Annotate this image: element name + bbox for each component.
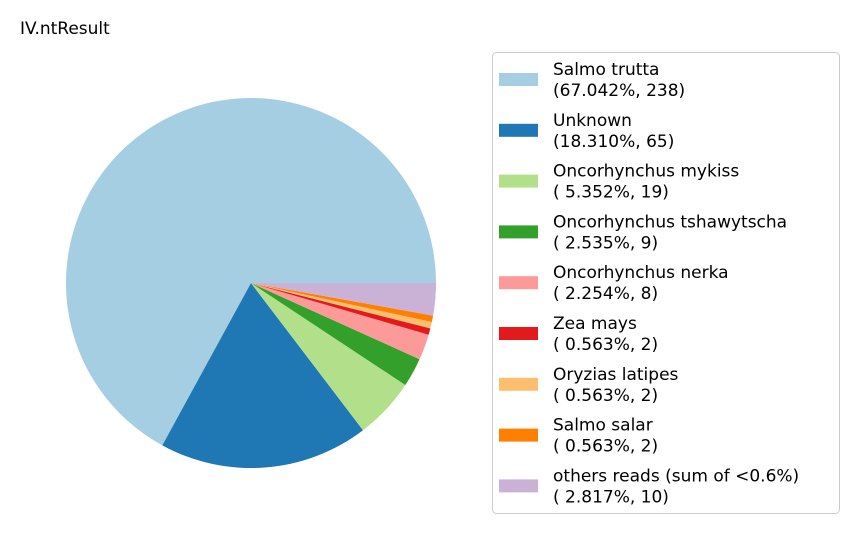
legend-value-label: ( 0.563%, 2) (553, 386, 658, 406)
legend-swatch (499, 123, 538, 137)
pie-slice (251, 283, 420, 386)
pie-slice (162, 283, 364, 469)
pie-slice (66, 98, 436, 446)
legend-swatch (499, 225, 538, 239)
legend-value-label: ( 0.563%, 2) (553, 437, 658, 457)
legend-label: Oryzias latipes (553, 365, 679, 385)
legend-swatch (499, 479, 538, 493)
legend-label: Oncorhynchus mykiss (553, 162, 739, 182)
legend-swatch (499, 327, 538, 340)
pie-slice (251, 283, 406, 431)
legend-value-label: (18.310%, 65) (553, 132, 674, 152)
legend-label: Salmo trutta (553, 60, 659, 80)
legend-value-label: ( 5.352%, 19) (553, 183, 669, 203)
legend-value-label: ( 2.535%, 9) (553, 233, 658, 253)
legend-value-label: ( 2.254%, 8) (553, 284, 658, 304)
legend-value-label: ( 2.817%, 10) (553, 487, 669, 507)
legend-label: Oncorhynchus nerka (553, 263, 729, 283)
pie-slice (251, 283, 434, 322)
pie-slice (251, 283, 432, 329)
legend-swatch (499, 377, 538, 391)
legend-label: Salmo salar (553, 416, 653, 436)
legend-label: Oncorhynchus tshawytscha (553, 212, 787, 232)
pie-slice (251, 283, 436, 316)
legend-label: others reads (sum of <0.6%) (553, 466, 799, 486)
legend-swatch (499, 73, 538, 86)
legend-label: Zea mays (553, 314, 637, 334)
legend-box (492, 52, 840, 514)
legend-swatch (499, 174, 538, 188)
legend-value-label: (67.042%, 238) (553, 81, 685, 101)
legend-label: Unknown (553, 111, 632, 131)
legend-value-label: ( 0.563%, 2) (553, 335, 658, 355)
legend-swatch (499, 428, 538, 442)
pie-slice (251, 283, 429, 360)
legend-swatch (499, 276, 538, 290)
chart-title: IV.ntResult (20, 19, 110, 39)
pie-slice (251, 283, 431, 335)
